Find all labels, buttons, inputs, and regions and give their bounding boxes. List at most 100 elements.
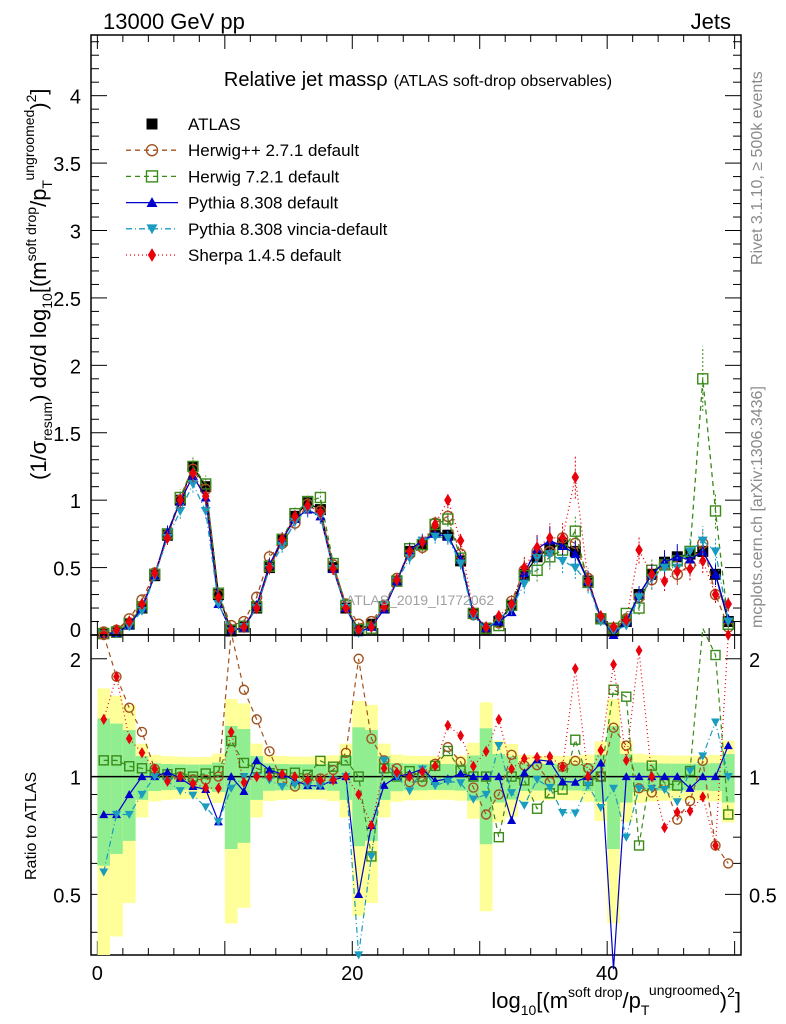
data-point	[710, 547, 721, 557]
ratio-point	[610, 658, 617, 671]
ratio-point	[442, 745, 454, 757]
ratio-point	[570, 777, 580, 786]
y-tick-label: 2	[70, 356, 81, 378]
ratio-point	[444, 719, 452, 732]
y-tick-label: 3.5	[53, 154, 81, 176]
ratio-point	[329, 774, 337, 786]
x-axis-label: log10[(msoft drop/pTungroomed)2]	[491, 982, 741, 1018]
ratio-point	[532, 775, 542, 785]
y-tick-label: 0	[70, 620, 81, 642]
data-point	[200, 478, 212, 490]
data-point	[571, 470, 580, 484]
data-point	[519, 579, 530, 589]
ratio-point	[648, 770, 656, 783]
ratio-point	[570, 809, 580, 818]
ratio-point	[685, 783, 695, 792]
y-tick-label: 2.5	[53, 289, 81, 311]
ratio-point	[724, 629, 732, 641]
data-point	[393, 573, 401, 586]
ratio-point	[151, 763, 159, 775]
ratio-point	[189, 777, 197, 790]
legend-marker	[146, 197, 158, 207]
ratio-point	[124, 702, 135, 713]
ratio-series-4	[99, 718, 733, 960]
data-point	[697, 536, 708, 546]
ratio-point	[431, 760, 439, 772]
ratio-point	[100, 713, 108, 726]
ratio-y-tick-label-right: 2	[749, 650, 760, 672]
ratio-point	[481, 790, 491, 799]
data-point	[380, 600, 388, 613]
data-point	[367, 620, 376, 634]
y-tick-label: 1	[70, 491, 81, 513]
ratio-panel	[91, 626, 741, 970]
data-point	[635, 543, 643, 557]
data-point	[544, 550, 555, 560]
data-point	[342, 601, 350, 615]
ratio-uncertainty-bands	[97, 688, 735, 955]
data-point	[112, 623, 121, 637]
ratio-point	[340, 755, 352, 766]
ratio-series-line	[103, 626, 729, 857]
main-panel: 0 20 40 0 0.5 1 1.5 2 2.5 3 3.5 4 0.5 0.5 1 1 2 2 ATLAS_20…	[53, 34, 777, 985]
data-point	[546, 531, 554, 545]
ratio-point	[291, 770, 299, 783]
data-point	[533, 541, 541, 554]
ratio-point	[456, 769, 466, 778]
ratio-point	[520, 753, 528, 765]
ratio-series-1	[98, 629, 734, 869]
ratio-point	[468, 795, 478, 804]
stat-uncertainty-band	[110, 723, 123, 854]
ratio-point	[226, 784, 236, 793]
ratio-point	[596, 758, 606, 767]
data-point	[507, 597, 516, 611]
data-point	[431, 518, 439, 531]
legend-marker	[146, 118, 158, 130]
ratio-point	[660, 772, 670, 781]
data-point	[724, 597, 733, 611]
data-point	[532, 554, 543, 564]
plot-title-extra: (ATLAS soft-drop observables)	[394, 73, 612, 90]
data-point	[660, 574, 669, 588]
series-line	[103, 482, 729, 635]
data-point	[329, 562, 337, 576]
ratio-point	[200, 768, 211, 779]
ratio-point	[685, 767, 695, 776]
ratio-point	[711, 718, 721, 727]
plot-title-main: Relative jet mass	[224, 69, 376, 91]
ratio-point	[570, 734, 581, 745]
ratio-y-axis-label: Ratio to ATLAS	[23, 772, 40, 880]
ratio-point	[456, 779, 466, 788]
legend-marker	[146, 224, 158, 235]
ratio-point	[570, 755, 581, 767]
ratio-point	[493, 789, 505, 800]
ratio-point	[113, 671, 120, 683]
ratio-point	[634, 784, 644, 793]
ratio-point	[546, 750, 554, 763]
data-point	[227, 623, 235, 636]
ratio-point	[201, 803, 211, 812]
data-point	[125, 615, 133, 628]
data-point	[303, 499, 312, 512]
data-point	[316, 506, 325, 519]
data-point	[672, 551, 683, 561]
legend-label: Sherpa 1.4.5 default	[188, 246, 341, 265]
ratio-point	[559, 761, 566, 773]
ratio-point	[379, 780, 389, 789]
ratio-point	[583, 781, 593, 790]
plot-title-symbol: ρ	[376, 69, 387, 91]
ratio-point	[558, 777, 568, 786]
ratio-point	[304, 774, 312, 786]
ratio-point	[98, 629, 109, 641]
ratio-point	[111, 810, 121, 819]
ratio-y-tick-label-left: 0.5	[53, 885, 81, 907]
ratio-point	[469, 760, 477, 772]
stat-uncertainty-band	[97, 718, 111, 866]
data-point	[557, 556, 568, 566]
ratio-point	[164, 775, 171, 787]
ratio-point	[379, 756, 389, 765]
ratio-point	[430, 782, 440, 791]
ratio-point	[723, 809, 734, 820]
ratio-point	[380, 762, 388, 774]
ratio-point	[303, 781, 313, 790]
